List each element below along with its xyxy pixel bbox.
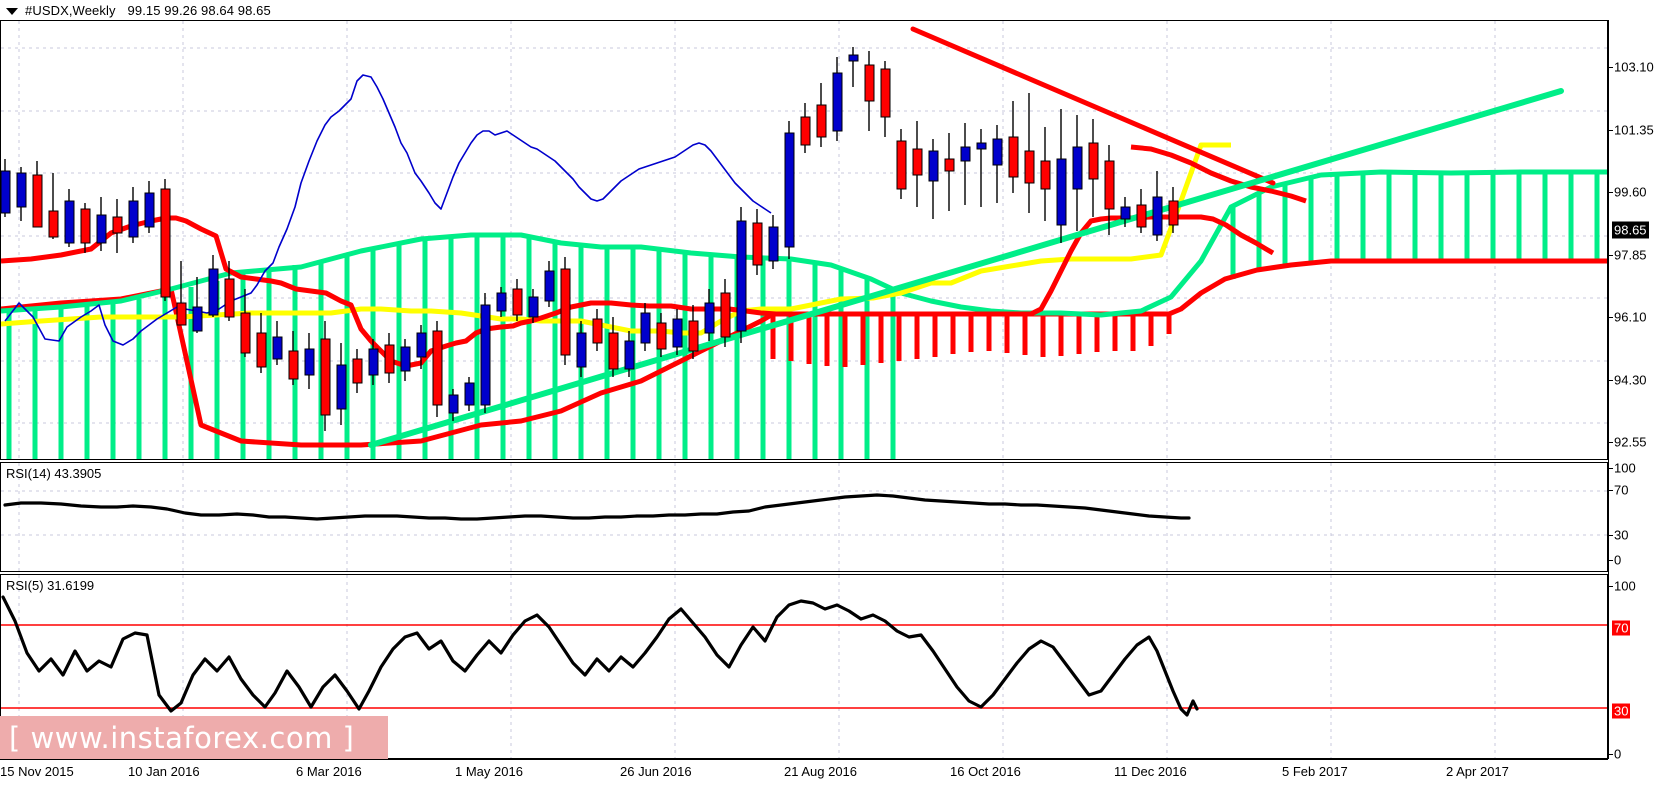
ichimoku-cloud-bullish-right <box>1230 172 1600 279</box>
date-label-5: 26 Jun 2016 <box>620 764 692 779</box>
date-label-3: 6 Mar 2016 <box>296 764 362 779</box>
rsi14-label: RSI(14) 43.3905 <box>6 466 102 481</box>
candlestick-series <box>1 47 1179 431</box>
candle-wicks <box>4 47 1174 431</box>
ichimoku-cloud-bearish <box>770 314 1172 367</box>
price-tick-92-55: 92.55 <box>1614 434 1647 450</box>
rsi14-line <box>3 493 1191 521</box>
rsi14-panel[interactable]: RSI(14) 43.3905 <box>0 462 1608 572</box>
senkou-span-b-line <box>1 258 1607 448</box>
date-label-6: 21 Aug 2016 <box>784 764 858 779</box>
price-tick-99-60: 99.60 <box>1614 184 1647 200</box>
price-tick-96-10: 96.10 <box>1614 309 1647 325</box>
watermark-text: [ www.instaforex.com ] <box>9 720 355 755</box>
price-chart-panel[interactable] <box>0 20 1608 460</box>
date-label-2: 10 Jan 2016 <box>128 764 200 779</box>
date-label-8: 11 Dec 2016 <box>1114 764 1187 779</box>
time-axis-line <box>0 759 1608 760</box>
cloud-hatch-bearish <box>770 314 1172 367</box>
price-chart-canvas <box>1 21 1607 459</box>
rsi14-tick-100: 100 <box>1614 460 1636 476</box>
date-label-1: 15 Nov 2015 <box>0 764 74 779</box>
date-label-9: 5 Feb 2017 <box>1282 764 1348 779</box>
kijun-sen-line <box>1 142 1231 336</box>
ascending-support-trendline[interactable] <box>368 88 1564 448</box>
date-label-10: 2 Apr 2017 <box>1446 764 1509 779</box>
rsi5-canvas <box>1 575 1607 758</box>
tenkan-sen-extension <box>1130 144 1307 204</box>
time-axis[interactable]: 15 Nov 2015 10 Jan 2016 6 Mar 2016 1 May… <box>0 759 1657 811</box>
descending-resistance-trendline[interactable] <box>910 26 1276 186</box>
axis-line <box>1608 20 1609 759</box>
rsi14-gridlines <box>1 463 1607 571</box>
price-tick-94-30: 94.30 <box>1614 372 1647 388</box>
rsi5-level-70-tag: 70 <box>1612 620 1631 636</box>
cloud-hatch-right <box>1230 172 1600 279</box>
price-tick-103-10: 103.10 <box>1614 59 1654 75</box>
instaforex-watermark: [ www.instaforex.com ] <box>0 716 388 759</box>
senkou-span-a-line <box>1 169 1607 318</box>
rsi5-tick-100: 100 <box>1614 578 1636 594</box>
rsi5-label: RSI(5) 31.6199 <box>6 578 95 593</box>
date-label-4: 1 May 2016 <box>455 764 523 779</box>
price-tick-97-85: 97.85 <box>1614 247 1647 263</box>
rsi5-level-30-tag: 30 <box>1612 703 1631 719</box>
rsi14-tick-70: 70 <box>1614 482 1629 498</box>
triangle-down-icon[interactable] <box>6 4 18 16</box>
chart-title-bar: #USDX,Weekly 99.15 99.26 98.64 98.65 <box>0 0 1657 20</box>
symbol-timeframe-label: #USDX,Weekly <box>25 2 116 18</box>
rsi14-tick-0: 0 <box>1614 552 1622 568</box>
price-axis[interactable]: 103.10 101.35 99.60 98.65 97.85 96.10 94… <box>1608 20 1657 762</box>
date-label-7: 16 Oct 2016 <box>950 764 1021 779</box>
rsi14-tick-30: 30 <box>1614 527 1629 543</box>
rsi5-line <box>1 595 1199 717</box>
rsi5-tick-0: 0 <box>1614 746 1622 762</box>
ohlc-values: 99.15 99.26 98.64 98.65 <box>127 2 271 18</box>
price-tick-101-35: 101.35 <box>1614 122 1654 138</box>
candle-bodies <box>1 54 1179 416</box>
rsi14-canvas <box>1 463 1607 571</box>
current-price-tag: 98.65 <box>1612 221 1649 239</box>
